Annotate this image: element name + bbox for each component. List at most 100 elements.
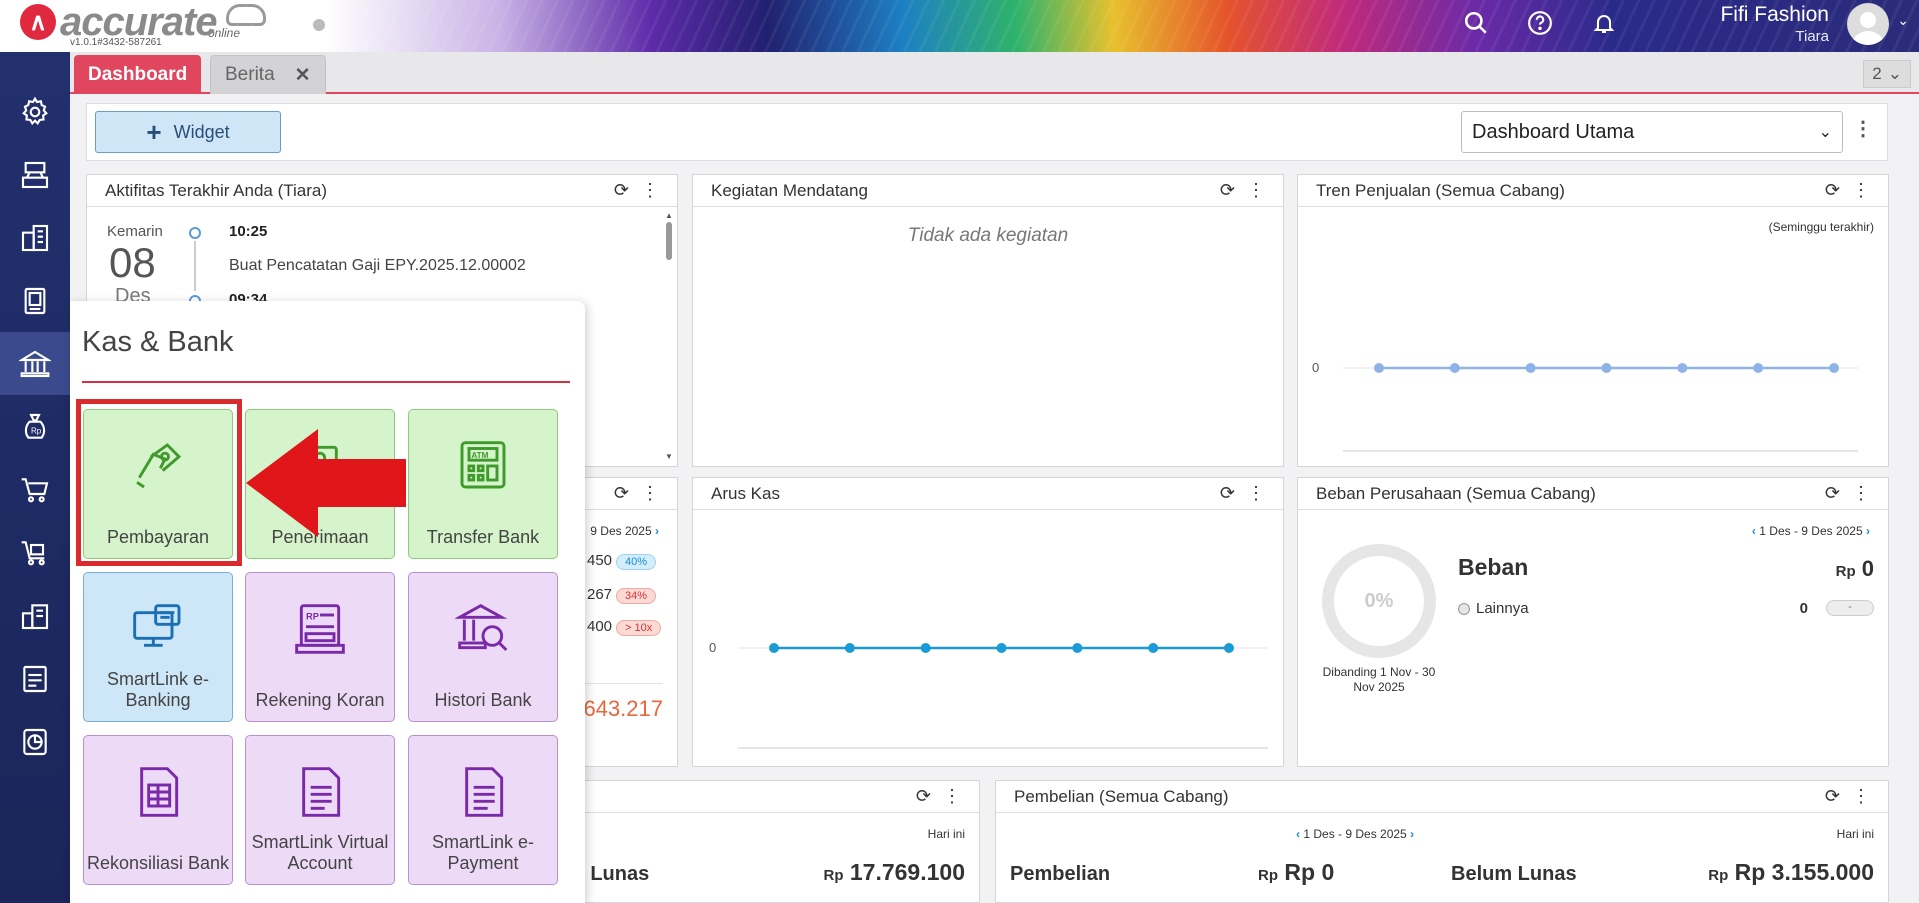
menu-title: Kas & Bank [82,326,234,358]
close-icon[interactable]: ✕ [294,64,311,86]
tile-label: Rekonsiliasi Bank [86,853,230,873]
widget-title: Aktifitas Terakhir Anda (Tiara) [105,180,328,200]
more-vertical-icon[interactable]: ⋮ [641,483,659,503]
sidebar-item-settings[interactable] [0,80,70,143]
refresh-icon[interactable]: ⟳ [1219,483,1235,503]
tile-transfer-bank[interactable]: ATM Transfer Bank [408,409,558,559]
bank-statement-icon: RP [295,604,345,654]
version-label: v1.0.1#3432-587261 [70,37,162,48]
kas-row: 450 40% [587,552,657,570]
data-point[interactable] [1525,363,1536,373]
refresh-icon[interactable]: ⟳ [1219,180,1235,200]
compare-label: Dibanding 1 Nov - 30 Nov 2025 [1322,665,1436,694]
sidebar-item-company[interactable] [0,143,70,206]
refresh-icon[interactable]: ⟳ [1824,483,1840,503]
sidebar-item-ledger[interactable] [0,269,70,332]
data-point[interactable] [1449,363,1460,373]
help-icon[interactable] [1525,8,1555,38]
data-point[interactable] [1148,643,1159,653]
refresh-icon[interactable]: ⟳ [613,180,629,200]
scrollbar[interactable]: ▲ ▼ [665,211,673,461]
data-point[interactable] [769,643,779,653]
date-range: ‹ 1 Des - 9 Des 2025 › [1296,827,1414,841]
data-point[interactable] [1677,363,1688,373]
kas-row: 400 > 10x [587,618,662,636]
line-chart: 0RabKamJumSabMinKemarinHari ini [1312,360,1858,452]
data-point[interactable] [996,643,1007,653]
book-icon [24,287,46,314]
top-bar: ∧ accurate online v1.0.1#3432-587261 Fif… [0,0,1919,52]
data-point[interactable] [844,643,855,653]
building-icon [21,224,49,251]
sidebar-item-buildings[interactable] [0,206,70,269]
sidebar-item-tax[interactable] [0,647,70,710]
tile-label: SmartLink e-Banking [106,669,210,710]
tile-pembayaran[interactable]: Pembayaran [83,409,233,559]
tile-smartlink-epayment[interactable]: SmartLink e-Payment [408,735,558,885]
notification-bell-icon[interactable] [1589,8,1619,38]
chevron-left-icon[interactable]: ‹ [1751,524,1756,538]
data-point[interactable] [1753,363,1764,373]
sidebar-item-assets[interactable] [0,584,70,647]
more-vertical-icon[interactable]: ⋮ [1852,483,1870,503]
data-point[interactable] [1829,363,1839,373]
add-widget-button[interactable]: + Widget [95,111,281,153]
data-point[interactable] [1374,363,1384,373]
more-vertical-icon[interactable]: ⋮ [1853,118,1873,140]
avatar[interactable] [1847,3,1889,45]
search-icon[interactable] [1461,8,1491,38]
refresh-icon[interactable]: ⟳ [1824,180,1840,200]
dashboard-select[interactable]: Dashboard Utama ⌄ [1461,111,1843,153]
activity-time: 10:25 [229,223,268,240]
tile-rekening-koran[interactable]: RP Rekening Koran [245,572,395,722]
pembelian-label: Pembelian [1010,863,1111,885]
date-label: 9 Des 2025 [590,524,652,538]
tab-berita[interactable]: Berita ✕ [210,55,326,94]
data-point[interactable] [1224,643,1234,653]
more-vertical-icon[interactable]: ⋮ [641,180,659,200]
penjualan-amount: Rp 17.769.100 [823,859,965,886]
tile-smartlink-virtual-account[interactable]: SmartLink Virtual Account [245,735,395,885]
chevron-left-icon[interactable]: ‹ [1296,827,1300,841]
tab-dashboard[interactable]: Dashboard [74,55,202,94]
more-vertical-icon[interactable]: ⋮ [1852,180,1870,200]
status-label: m Lunas [567,863,650,885]
refresh-icon[interactable]: ⟳ [1824,786,1840,806]
tile-rekonsiliasi-bank[interactable]: Rekonsiliasi Bank [83,735,233,885]
company-info[interactable]: Fifi Fashion Tiara [1720,2,1829,45]
refresh-icon[interactable]: ⟳ [613,483,629,503]
more-vertical-icon[interactable]: ⋮ [1247,483,1265,503]
sidebar-item-purchase[interactable] [0,458,70,521]
beban-label: Beban [1458,554,1529,580]
tab-count-dropdown[interactable]: 2 ⌄ [1863,60,1911,88]
data-point[interactable] [1601,363,1612,373]
sidebar-item-inventory[interactable] [0,521,70,584]
chevron-down-icon: ⌄ [1887,64,1902,83]
activity-description[interactable]: Buat Pencatatan Gaji EPY.2025.12.00002 [229,257,526,274]
x-tick-label: 5 Des [907,763,944,764]
chevron-right-icon[interactable]: › [655,524,659,538]
sidebar-item-reports[interactable] [0,710,70,773]
period-label: Hari ini [1836,827,1874,841]
refresh-icon[interactable]: ⟳ [915,786,931,806]
data-point[interactable] [920,643,931,653]
sidebar-item-kas-bank[interactable] [0,332,70,395]
more-vertical-icon[interactable]: ⋮ [1247,180,1265,200]
ebanking-icon [133,604,181,647]
currency: Rp [1258,867,1278,884]
bank-history-icon [455,603,508,652]
more-vertical-icon[interactable]: ⋮ [1852,786,1870,806]
tile-histori-bank[interactable]: Histori Bank [408,572,558,722]
data-point[interactable] [1072,643,1083,653]
chevron-right-icon[interactable]: › [1410,827,1415,841]
tile-smartlink-ebanking[interactable]: SmartLink e-Banking [83,572,233,722]
chevron-right-icon[interactable]: › [1866,524,1870,538]
chevron-down-icon[interactable]: ⌄ [1897,12,1909,28]
more-vertical-icon[interactable]: ⋮ [943,786,961,806]
tab-label: Berita [225,64,275,85]
sidebar-item-sales[interactable]: Rp [0,395,70,458]
tax-icon [23,665,47,692]
empty-message: Tidak ada kegiatan [907,225,1069,246]
legend-item: Lainnya [1458,600,1529,617]
app-logo[interactable]: ∧ accurate [20,2,218,42]
